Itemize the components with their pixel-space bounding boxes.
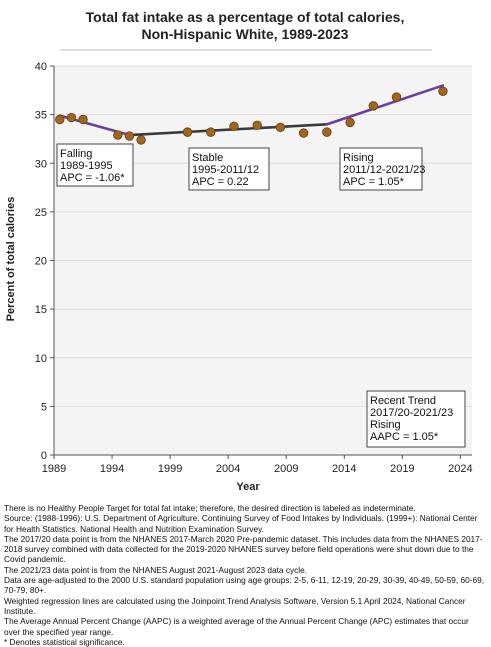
y-tick-label: 20 xyxy=(35,256,47,268)
data-point xyxy=(55,114,65,125)
footnote-line: Data are age-adjusted to the 2000 U.S. s… xyxy=(4,575,485,596)
data-point xyxy=(368,101,379,111)
data-point xyxy=(78,114,88,125)
annotation-text: AAPC = 1.05* xyxy=(370,431,439,443)
footnotes: There is no Healthy People Target for to… xyxy=(4,503,487,647)
x-tick-label: 1989 xyxy=(42,463,66,475)
data-point xyxy=(438,86,448,96)
data-point xyxy=(345,117,355,128)
annotation-text: 1995-2011/12 xyxy=(192,164,259,176)
x-tick-label: 2009 xyxy=(274,463,298,475)
annotation-text: Rising xyxy=(370,419,401,431)
data-point xyxy=(206,127,216,137)
data-point xyxy=(182,127,193,137)
x-tick-label: 2019 xyxy=(390,463,414,475)
footnote-line: The 2021/23 data point is from the NHANE… xyxy=(4,564,308,575)
y-tick-label: 35 xyxy=(35,110,47,122)
data-point xyxy=(66,112,77,123)
annotation-box xyxy=(339,147,423,191)
footnote-line: The Average Annual Percent Change (AAPC)… xyxy=(4,616,469,637)
data-point xyxy=(391,92,402,102)
annotation-text: Stable xyxy=(192,152,223,164)
plot-area: 0 5 10 15 20 25 30 35 40 1989 1994 1999 2004 2009 2014… xyxy=(35,61,473,475)
annotation-text: APC = 1.05* xyxy=(343,176,405,188)
data-point xyxy=(113,130,123,140)
y-axis-label: Percent of total calories xyxy=(5,197,17,322)
annotation-text: Falling xyxy=(60,148,92,160)
y-tick-label: 10 xyxy=(35,353,47,365)
y-tick-label: 40 xyxy=(35,61,47,73)
footnote-line: Source: (1988-1996): U.S. Department of … xyxy=(4,513,478,534)
y-tick-label: 25 xyxy=(35,207,47,219)
y-tick-label: 30 xyxy=(35,158,47,170)
x-tick-label: 2004 xyxy=(216,463,240,475)
trend-line-segment xyxy=(325,84,445,126)
footnote-line: The 2017/20 data point is from the NHANE… xyxy=(4,533,483,565)
data-point xyxy=(229,121,239,131)
annotation-text: APC = 0.22 xyxy=(192,176,249,188)
annotation-box xyxy=(56,143,134,187)
annotation-text: 2011/12-2021/23 xyxy=(343,164,425,176)
x-tick-label: 1999 xyxy=(158,463,182,475)
x-tick-label: 1994 xyxy=(100,463,124,475)
annotation-box xyxy=(366,390,466,448)
annotation-text: Recent Trend xyxy=(370,395,436,407)
trend-line-segment xyxy=(128,123,329,137)
annotation-text: Rising xyxy=(343,152,374,164)
data-point xyxy=(136,135,146,145)
y-tick-label: 15 xyxy=(35,304,47,316)
footnote-line: There is no Healthy People Target for to… xyxy=(4,503,416,513)
annotation-text: 1989-1995 xyxy=(60,160,113,172)
x-tick-label: 2014 xyxy=(332,463,356,475)
data-point xyxy=(275,122,286,132)
annotation-text: APC = -1.06* xyxy=(60,172,125,184)
chart-title: Total fat intake as a percentage of tota… xyxy=(86,9,405,25)
chart: Total fat intake as a percentage of tota… xyxy=(5,9,473,493)
x-axis-label: Year xyxy=(236,481,260,493)
y-tick-label: 0 xyxy=(41,450,47,462)
data-point xyxy=(322,127,332,137)
y-tick-label: 5 xyxy=(41,401,47,413)
footnote-line: Weighted regression lines are calculated… xyxy=(4,595,466,616)
annotation-box xyxy=(188,147,270,191)
chart-subtitle: Non-Hispanic White, 1989-2023 xyxy=(142,26,349,42)
x-tick-label: 2024 xyxy=(448,463,472,475)
data-point xyxy=(298,128,309,138)
data-point xyxy=(124,131,135,141)
data-point xyxy=(252,120,262,131)
footnote-line: * Denotes statistical significance. xyxy=(4,636,125,647)
annotation-text: 2017/20-2021/23 xyxy=(370,407,453,419)
